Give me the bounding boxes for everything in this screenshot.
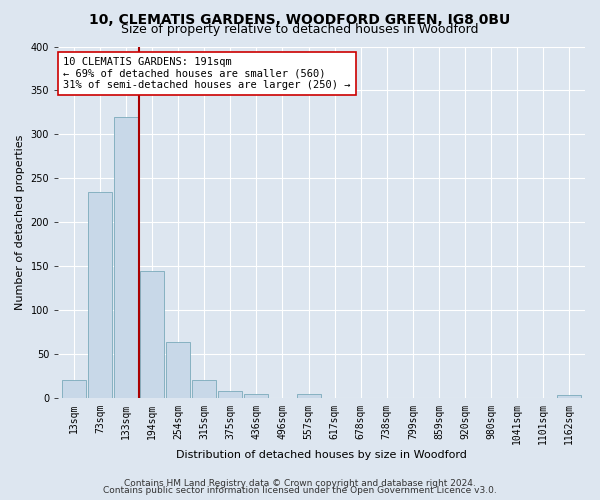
Text: 10 CLEMATIS GARDENS: 191sqm
← 69% of detached houses are smaller (560)
31% of se: 10 CLEMATIS GARDENS: 191sqm ← 69% of det…	[64, 57, 351, 90]
Bar	[88, 192, 112, 398]
Y-axis label: Number of detached properties: Number of detached properties	[15, 135, 25, 310]
Bar	[166, 342, 190, 398]
Text: Contains public sector information licensed under the Open Government Licence v3: Contains public sector information licen…	[103, 486, 497, 495]
Bar	[62, 380, 86, 398]
Bar	[192, 380, 216, 398]
Text: Size of property relative to detached houses in Woodford: Size of property relative to detached ho…	[121, 22, 479, 36]
X-axis label: Distribution of detached houses by size in Woodford: Distribution of detached houses by size …	[176, 450, 467, 460]
Bar	[296, 394, 320, 398]
Text: Contains HM Land Registry data © Crown copyright and database right 2024.: Contains HM Land Registry data © Crown c…	[124, 478, 476, 488]
Bar	[244, 394, 268, 398]
Bar	[218, 392, 242, 398]
Bar	[114, 117, 138, 398]
Text: 10, CLEMATIS GARDENS, WOODFORD GREEN, IG8 0BU: 10, CLEMATIS GARDENS, WOODFORD GREEN, IG…	[89, 12, 511, 26]
Bar	[140, 271, 164, 398]
Bar	[557, 395, 581, 398]
